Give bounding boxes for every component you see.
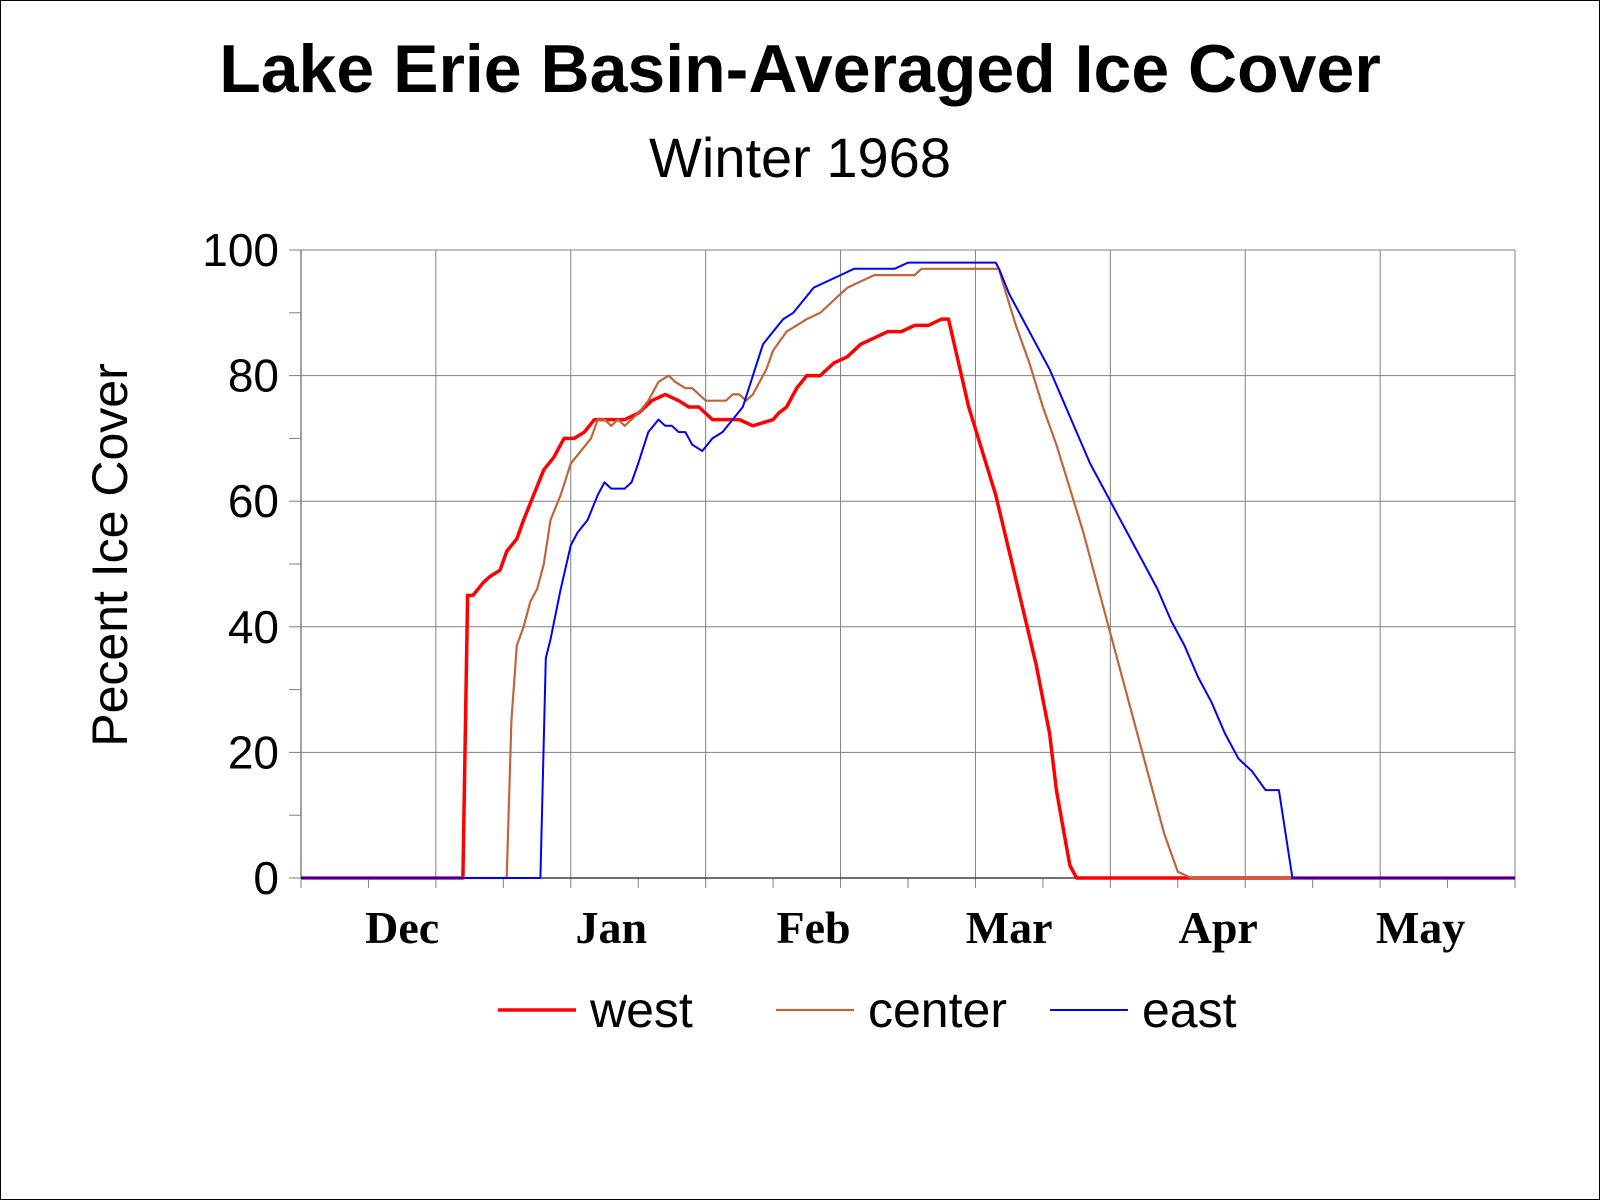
y-tick-label: 80: [228, 350, 279, 402]
series-line-east: [301, 261, 1515, 879]
chart-subtitle: Winter 1968: [649, 126, 951, 189]
axes: [289, 249, 1516, 888]
x-tick-label: Feb: [777, 902, 851, 953]
legend-label-east: east: [1142, 982, 1237, 1038]
x-tick-label: Apr: [1179, 902, 1258, 953]
legend-label-center: center: [868, 982, 1007, 1038]
x-tick-labels: Dec Jan Feb Mar Apr May: [365, 902, 1465, 953]
y-tick-label: 60: [228, 475, 279, 527]
grid: [300, 249, 1516, 879]
x-tick-label: Jan: [575, 902, 647, 953]
y-axis-label: Pecent Ice Cover: [82, 363, 138, 747]
y-tick-labels: 0 20 40 60 80 100: [202, 224, 279, 904]
series-line-center: [301, 267, 1515, 880]
y-tick-label: 40: [228, 601, 279, 653]
x-tick-label: Mar: [966, 902, 1053, 953]
x-tick-label: Dec: [365, 902, 439, 953]
legend: west center east: [498, 982, 1237, 1038]
y-tick-label: 100: [202, 224, 279, 276]
legend-label-west: west: [589, 982, 693, 1038]
chart-title: Lake Erie Basin-Averaged Ice Cover: [219, 31, 1381, 107]
y-tick-label: 20: [228, 726, 279, 778]
x-tick-label: May: [1376, 902, 1465, 953]
series-line-west: [301, 317, 1515, 880]
series-lines: [301, 261, 1515, 880]
y-tick-label: 0: [253, 852, 279, 904]
